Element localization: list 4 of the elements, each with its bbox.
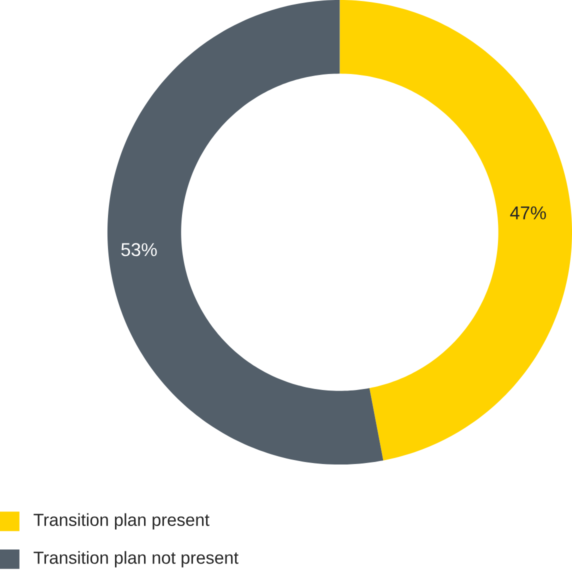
data-label: 53%: [121, 243, 157, 256]
data-label: 47%: [510, 206, 546, 220]
legend-label: Transition plan present: [34, 513, 210, 530]
legend-label: Transition plan not present: [34, 551, 238, 568]
